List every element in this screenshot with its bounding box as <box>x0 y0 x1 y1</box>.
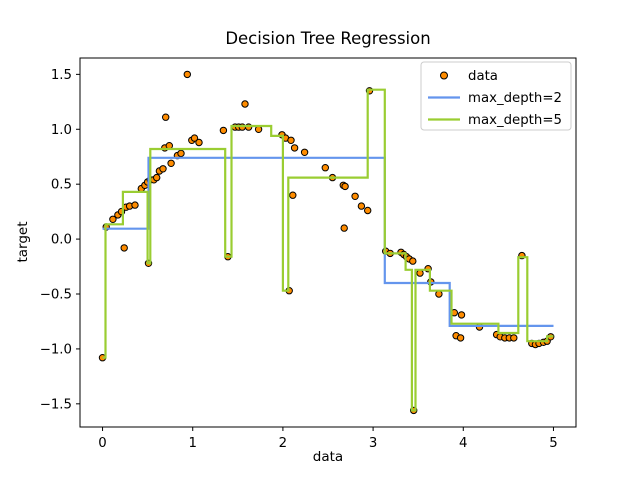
y-tick-label: −1.0 <box>40 342 72 357</box>
data-point <box>289 191 297 199</box>
y-tick-label: 0.0 <box>51 233 72 248</box>
data-point <box>290 144 299 152</box>
data-point <box>183 70 192 79</box>
x-tick-label: 5 <box>549 436 557 451</box>
data-point <box>238 123 247 131</box>
data-point <box>162 113 170 121</box>
data-point <box>341 182 349 191</box>
data-point <box>177 149 185 158</box>
y-tick-label: −0.5 <box>40 288 72 303</box>
legend-marker-data-icon <box>440 71 448 80</box>
data-point <box>159 165 167 173</box>
data-point <box>340 224 348 232</box>
data-point <box>120 244 128 252</box>
x-tick-label: 1 <box>188 436 196 451</box>
data-point <box>357 202 366 210</box>
data-point <box>321 164 329 172</box>
data-point <box>167 159 175 168</box>
legend-label-depth5: max_depth=5 <box>468 113 562 128</box>
legend-label-depth2: max_depth=2 <box>468 91 562 106</box>
data-point <box>351 192 359 201</box>
legend: data max_depth=2 max_depth=5 <box>420 61 572 131</box>
data-point <box>195 138 203 147</box>
data-point <box>364 206 372 215</box>
data-point <box>241 100 249 108</box>
data-point <box>287 136 295 145</box>
data-point <box>219 126 228 135</box>
legend-label-data: data <box>468 69 498 84</box>
data-point <box>456 334 465 342</box>
data-point <box>109 215 117 224</box>
y-tick-label: −1.5 <box>40 397 72 412</box>
y-tick-label: 0.5 <box>51 178 72 193</box>
chart-title: Decision Tree Regression <box>225 29 430 48</box>
data-point <box>510 334 518 342</box>
data-point <box>457 311 466 319</box>
x-axis-label: data <box>313 449 343 465</box>
data-point <box>131 201 139 209</box>
x-tick-label: 4 <box>459 436 467 451</box>
data-point <box>244 123 253 131</box>
plot-area <box>98 70 555 415</box>
x-tick-label: 3 <box>369 436 377 451</box>
x-tick-label: 0 <box>98 436 106 451</box>
data-point <box>153 173 161 182</box>
x-axis-ticks: 0 1 2 3 4 5 <box>98 427 558 451</box>
y-axis-label: target <box>15 221 31 262</box>
y-tick-label: 1.5 <box>51 68 72 83</box>
regression-line-max_depth=5 <box>102 88 554 412</box>
data-point <box>300 148 309 157</box>
y-tick-label: 1.0 <box>51 123 72 138</box>
data-point <box>190 134 199 142</box>
x-tick-label: 2 <box>279 436 287 451</box>
data-point <box>409 257 417 265</box>
y-axis-ticks: −1.5 −1.0 −0.5 0.0 0.5 1.0 1.5 <box>40 68 80 412</box>
legend-box <box>420 61 572 131</box>
